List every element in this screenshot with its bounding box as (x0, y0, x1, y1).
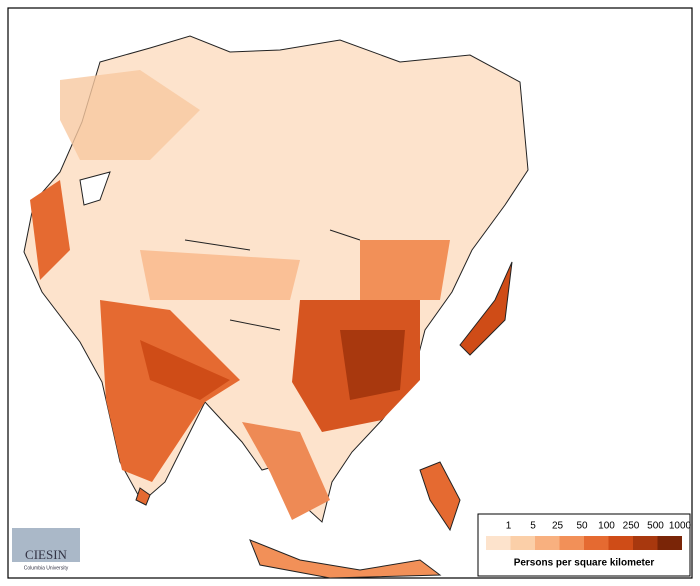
legend-tick-label: 100 (598, 521, 615, 532)
legend-tick-label: 50 (576, 521, 588, 532)
logo: CIESIN Columbia University (12, 528, 80, 571)
legend-swatch (608, 536, 633, 550)
legend-swatch (535, 536, 560, 550)
legend-tick-label: 1000 (669, 521, 692, 532)
legend-swatch (657, 536, 682, 550)
legend: Persons per square kilometer 1 5 25 50 100 25… (477, 513, 692, 577)
legend-tick-label: 1 (506, 521, 512, 532)
logo-badge (12, 528, 80, 562)
legend-tick-label: 25 (552, 521, 564, 532)
landmass (23, 35, 529, 579)
legend-title: Persons per square kilometer (514, 558, 655, 569)
legend-swatch (559, 536, 584, 550)
logo-name: CIESIN (25, 547, 68, 562)
legend-swatch (510, 536, 535, 550)
legend-tick-label: 500 (647, 521, 664, 532)
legend-swatch (633, 536, 658, 550)
legend-swatch (486, 536, 511, 550)
logo-subtitle: Columbia University (24, 565, 69, 571)
legend-swatch (584, 536, 609, 550)
legend-tick-label: 250 (623, 521, 640, 532)
legend-tick-label: 5 (530, 521, 536, 532)
